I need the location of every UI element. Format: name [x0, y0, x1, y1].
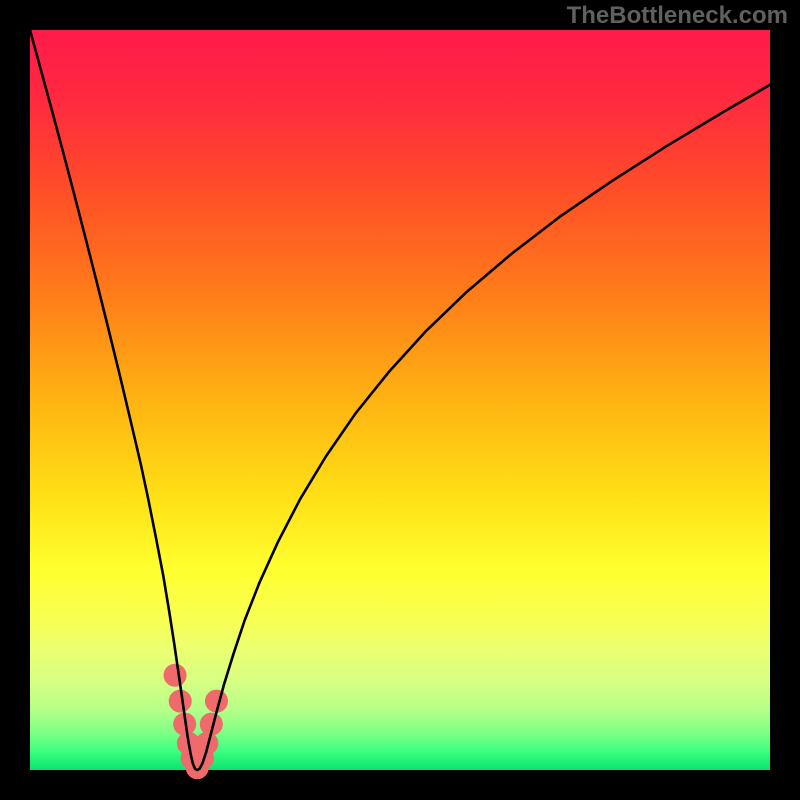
figure-frame: TheBottleneck.com	[0, 0, 800, 800]
bottleneck-curve	[30, 30, 770, 770]
curve-markers	[164, 664, 227, 779]
curve-marker	[164, 664, 186, 686]
plot-area	[30, 30, 770, 770]
watermark-text: TheBottleneck.com	[567, 2, 788, 30]
bottleneck-curve-layer	[30, 30, 770, 770]
